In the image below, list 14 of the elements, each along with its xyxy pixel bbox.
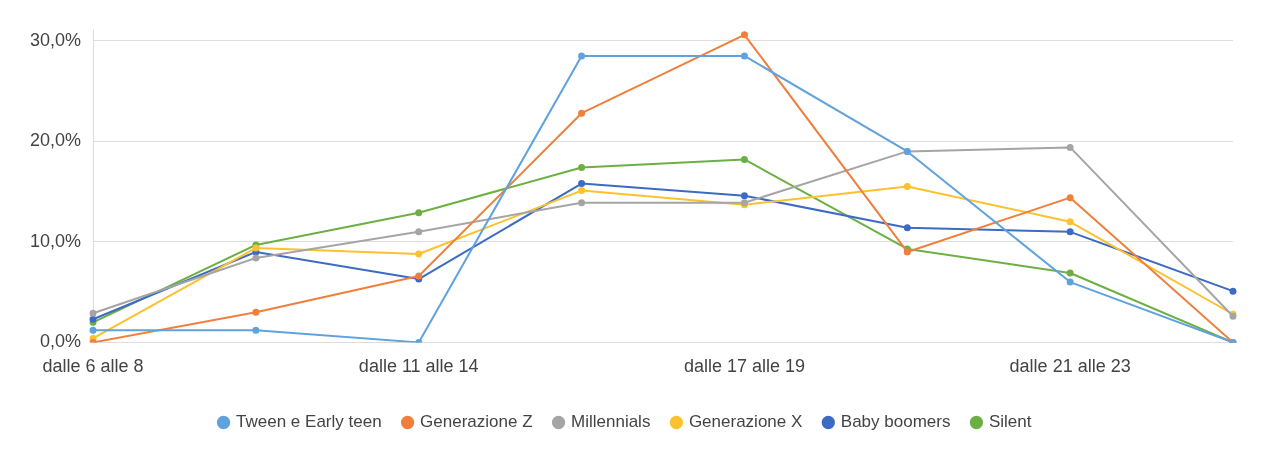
x-tick-label: dalle 6 alle 8: [42, 356, 144, 377]
legend-label: Generazione X: [688, 412, 803, 432]
y-tick-label: 10,0%: [29, 230, 82, 251]
legend-label: Silent: [988, 412, 1032, 432]
legend-label: Baby boomers: [840, 412, 951, 432]
legend-label: Millennials: [571, 412, 651, 432]
y-tick-label: 20,0%: [29, 130, 82, 151]
legend-label: Tween e Early teen: [236, 412, 382, 432]
y-tick-label: 30,0%: [29, 29, 82, 50]
x-tick-label: dalle 21 alle 23: [1009, 356, 1131, 377]
x-tick-label: dalle 17 alle 19: [683, 356, 805, 377]
x-tick-label: dalle 11 alle 14: [358, 356, 479, 377]
y-tick-label: 0,0%: [40, 331, 82, 352]
legend-label: Generazione Z: [420, 412, 533, 432]
